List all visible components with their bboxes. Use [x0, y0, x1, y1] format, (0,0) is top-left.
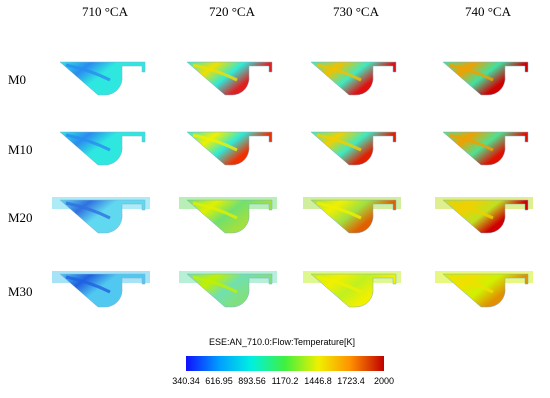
colorbar-tick-label: 616.95 [205, 376, 233, 386]
streak [316, 63, 362, 82]
colorbar-tick-label: 1723.4 [337, 376, 365, 386]
row-label: M30 [8, 284, 33, 299]
colorbar-title: ESE:AN_710.0:Flow:Temperature[K] [209, 337, 355, 347]
colorbar-tick-label: 340.34 [172, 376, 200, 386]
colorbar-tick-label: 2000 [374, 376, 394, 386]
streak [192, 275, 238, 294]
streak [316, 133, 362, 152]
column-header: 740 °CA [465, 4, 512, 19]
streak [192, 63, 238, 82]
streak [448, 133, 494, 152]
row-label: M20 [8, 210, 33, 225]
streak [192, 201, 238, 220]
row-label: M0 [8, 72, 26, 87]
colorbar-tick-label: 1446.8 [304, 376, 332, 386]
column-header: 710 °CA [82, 4, 129, 19]
streak [448, 201, 494, 220]
colorbar [186, 356, 384, 371]
streak [65, 63, 111, 82]
streak [448, 63, 494, 82]
colorbar-tick-label: 893.56 [238, 376, 266, 386]
streak [65, 275, 111, 294]
streak [316, 201, 362, 220]
streak [65, 201, 111, 220]
streak [448, 275, 494, 294]
streak [316, 275, 362, 294]
column-header: 730 °CA [333, 4, 380, 19]
row-label: M10 [8, 142, 33, 157]
streak [65, 133, 111, 152]
column-header: 720 °CA [209, 4, 256, 19]
colorbar-tick-label: 1170.2 [272, 376, 299, 386]
streak [192, 133, 238, 152]
